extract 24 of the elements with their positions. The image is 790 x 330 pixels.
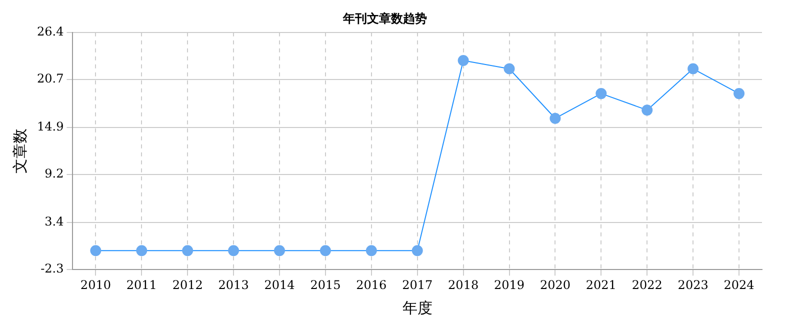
y-tick-label: 9.2 [44,166,64,181]
x-tick-label: 2024 [724,278,755,292]
x-tick-label: 2019 [494,278,525,292]
x-tick-label: 2016 [356,278,387,292]
x-tick-label: 2022 [632,278,662,292]
x-tick-label: 2015 [310,278,341,292]
x-tick-label: 2013 [218,278,249,292]
x-tick-label: 2010 [80,278,111,292]
y-tick-label: 3.4 [44,214,64,229]
chart-title: 年刊文章数趋势 [342,11,427,26]
y-tick-label: 26.4 [37,24,64,39]
x-tick-label: 2017 [402,278,433,292]
y-tick-label: 20.7 [37,72,64,86]
x-tick-label: 2011 [126,278,157,292]
x-tick-label: 2020 [540,278,570,292]
x-tick-label: 2012 [172,278,203,292]
x-tick-label: 2023 [678,278,708,292]
x-tick-label: 2014 [264,278,296,292]
y-tick-label: -2.3 [40,262,64,276]
y-tick-label: 14.9 [37,120,64,134]
x-tick-label: 2018 [448,278,479,292]
x-tick-label: 2021 [586,278,616,292]
x-axis-title: 年度 [402,298,432,317]
y-axis-title: 文章数 [10,128,29,174]
